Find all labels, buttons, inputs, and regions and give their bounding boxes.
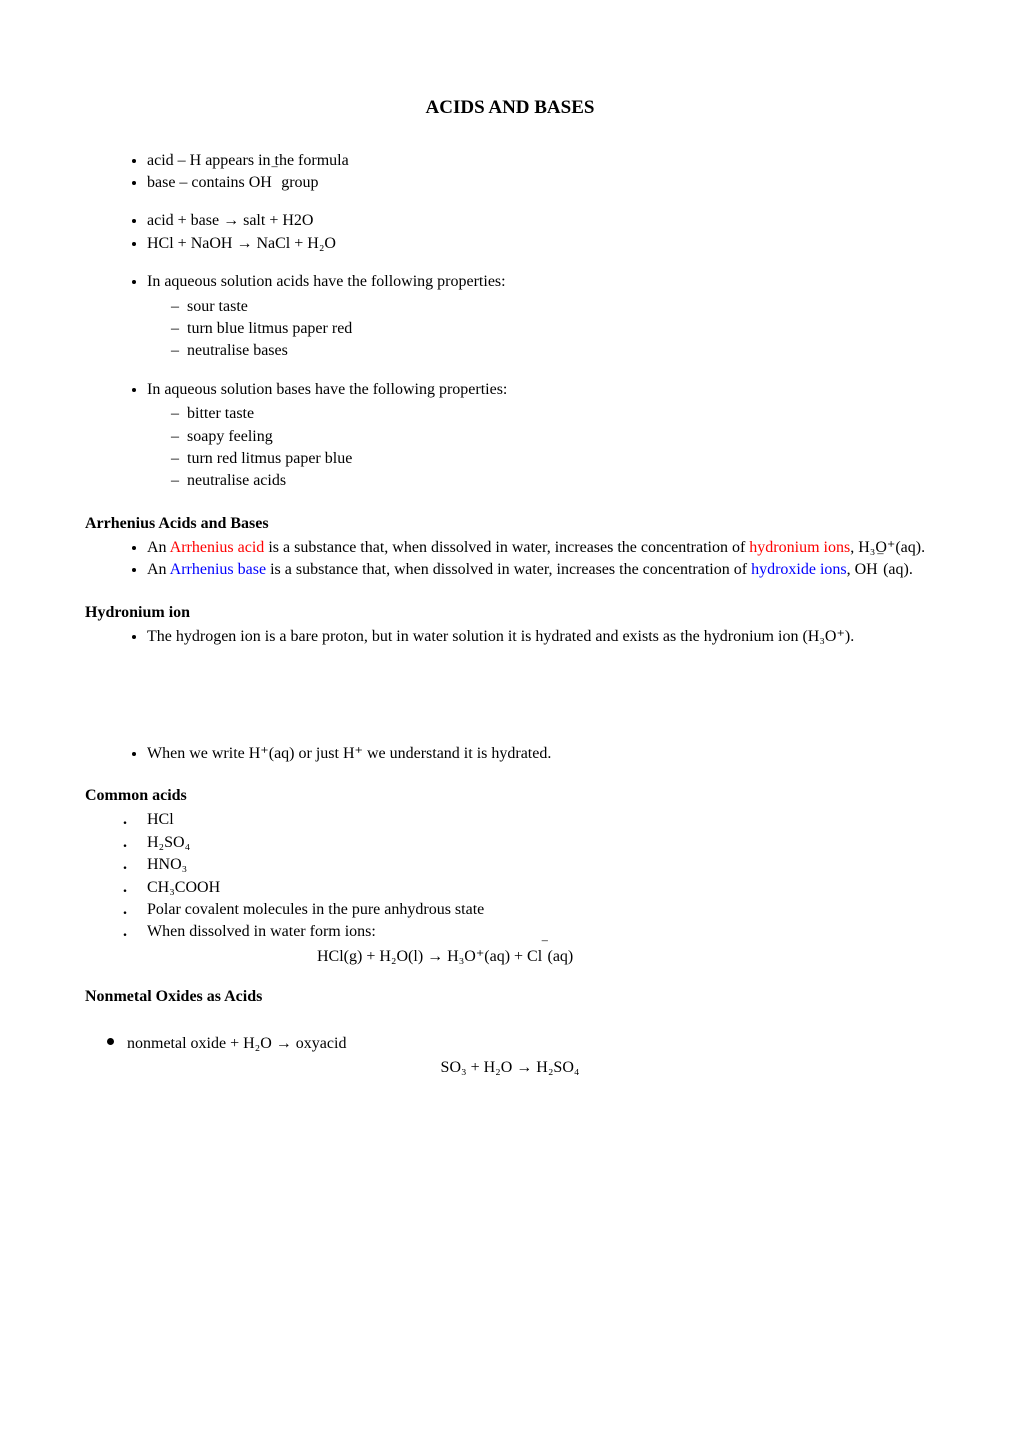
list-item: HCl + NaOH → NaCl + H₂O bbox=[147, 233, 935, 255]
nonmetal-oxides-list: nonmetal oxide + H₂O → oxyacid bbox=[85, 1025, 935, 1055]
nonmetal-oxides-heading: Nonmetal Oxides as Acids bbox=[85, 986, 935, 1008]
arrhenius-heading: Arrhenius Acids and Bases bbox=[85, 513, 935, 535]
list-item: CH₃COOH bbox=[147, 877, 935, 899]
list-item: bitter taste bbox=[187, 403, 935, 425]
list-item: Polar covalent molecules in the pure anh… bbox=[147, 899, 935, 921]
list-item: neutralise acids bbox=[187, 470, 935, 492]
list-item: sour taste bbox=[187, 296, 935, 318]
intro-list: acid – H appears in the formula base – c… bbox=[85, 150, 935, 195]
list-item: An Arrhenius base is a substance that, w… bbox=[147, 559, 935, 581]
list-item: soapy feeling bbox=[187, 426, 935, 448]
list-item: An Arrhenius acid is a substance that, w… bbox=[147, 537, 935, 559]
hydronium-heading: Hydronium ion bbox=[85, 602, 935, 624]
list-item: turn red litmus paper blue bbox=[187, 448, 935, 470]
list-item: neutralise bases bbox=[187, 340, 935, 362]
list-item: turn blue litmus paper red bbox=[187, 318, 935, 340]
list-item: The hydrogen ion is a bare proton, but i… bbox=[147, 626, 935, 648]
page-title: ACIDS AND BASES bbox=[85, 95, 935, 122]
term-arrhenius-base: Arrhenius base bbox=[170, 561, 266, 578]
list-item: H₂SO₄ bbox=[147, 832, 935, 854]
term-hydronium-ions: hydronium ions bbox=[749, 539, 850, 556]
acid-properties-list: In aqueous solution acids have the follo… bbox=[85, 271, 935, 363]
term-hydroxide-ions: hydroxide ions bbox=[751, 561, 847, 578]
hydronium-list-1: The hydrogen ion is a bare proton, but i… bbox=[85, 626, 935, 648]
term-arrhenius-acid: Arrhenius acid bbox=[170, 539, 265, 556]
oxyacid-equation: SO₃ + H₂O → H₂SO₄ bbox=[85, 1057, 935, 1079]
arrhenius-list: An Arrhenius acid is a substance that, w… bbox=[85, 537, 935, 582]
common-acids-heading: Common acids bbox=[85, 785, 935, 807]
list-item: When we write H⁺(aq) or just H⁺ we under… bbox=[147, 743, 935, 765]
list-item: acid + base → salt + H2O bbox=[147, 210, 935, 232]
ionization-equation: HCl(g) + H₂O(l) → H₃O⁺(aq) + Cl‾(aq) bbox=[85, 946, 935, 968]
base-properties-list: In aqueous solution bases have the follo… bbox=[85, 379, 935, 493]
common-acids-list: HCl H₂SO₄ HNO₃ CH₃COOH Polar covalent mo… bbox=[85, 809, 935, 943]
list-item: nonmetal oxide + H₂O → oxyacid bbox=[127, 1025, 935, 1055]
list-item: In aqueous solution bases have the follo… bbox=[147, 379, 935, 493]
list-item: HCl bbox=[147, 809, 935, 831]
list-item: When dissolved in water form ions: bbox=[147, 921, 935, 943]
list-item: In aqueous solution acids have the follo… bbox=[147, 271, 935, 363]
list-item: base – contains OH‾ group bbox=[147, 172, 935, 194]
list-item: acid – H appears in the formula bbox=[147, 150, 935, 172]
hydronium-list-2: When we write H⁺(aq) or just H⁺ we under… bbox=[85, 743, 935, 765]
equation-list: acid + base → salt + H2O HCl + NaOH → Na… bbox=[85, 210, 935, 255]
list-item: HNO₃ bbox=[147, 854, 935, 876]
